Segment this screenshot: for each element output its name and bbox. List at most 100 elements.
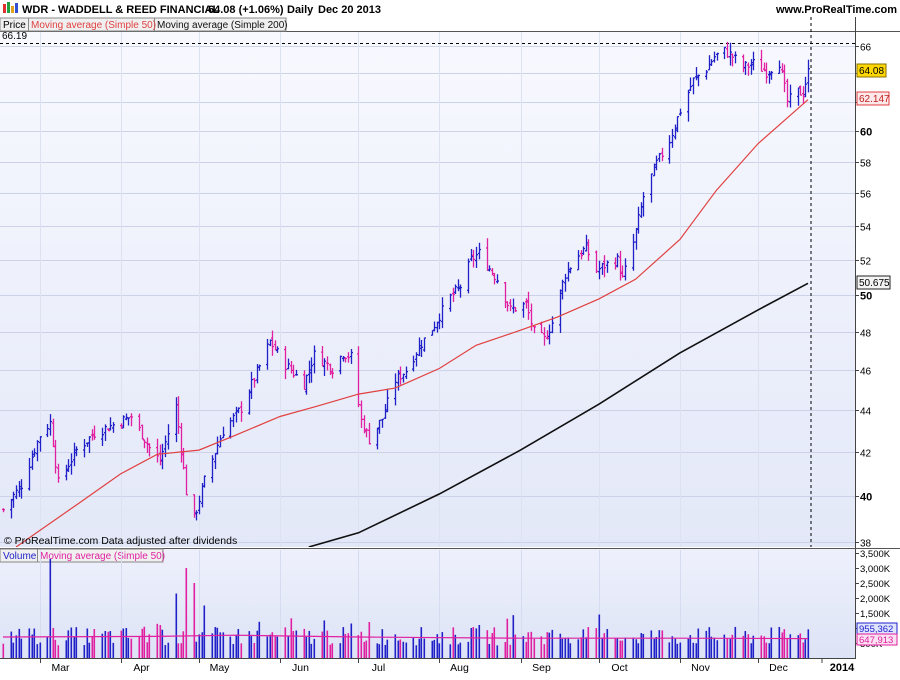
volume-bar: [405, 642, 408, 658]
volume-bar: [525, 641, 528, 658]
volume-bar: [449, 644, 452, 658]
ohlc-bar: [750, 59, 753, 75]
ohlc-bar: [459, 284, 462, 298]
legend-price[interactable]: Price: [3, 20, 26, 31]
ohlc-bar: [250, 371, 253, 399]
ma200-badge: 50.675: [856, 275, 891, 290]
volume-bar: [10, 631, 13, 658]
volume-bar: [601, 637, 604, 658]
volume-tick-label: 3,500K: [860, 549, 891, 560]
volume-bar: [522, 636, 525, 658]
ohlc-bar: [65, 464, 68, 481]
volume-bar: [692, 642, 695, 658]
ohlc-bar: [326, 356, 329, 371]
volume-bar: [603, 633, 606, 658]
volume-bar: [679, 642, 682, 658]
volume-bar: [457, 644, 460, 658]
ohlc-bar: [621, 265, 624, 278]
ohlc-bar: [695, 67, 698, 81]
price-tick-label: 48: [860, 329, 872, 340]
volume-tick-label: 1,500K: [860, 609, 891, 620]
volume-bar: [148, 634, 151, 658]
volume-bar: [744, 631, 747, 658]
volume-bar: [653, 638, 656, 658]
ohlc-bar: [587, 239, 590, 261]
legend-ma50[interactable]: Moving average (Simple 50): [31, 20, 156, 31]
ohlc-bar: [781, 63, 784, 73]
ohlc-bar: [292, 364, 295, 378]
ohlc-bar: [632, 233, 635, 271]
ohlc-bar: [457, 279, 460, 292]
volume-bar: [310, 643, 313, 658]
ohlc-bar: [269, 339, 272, 347]
volume-bar: [668, 642, 671, 658]
site-link[interactable]: www.ProRealTime.com: [775, 4, 897, 16]
time-tick-label: Nov: [691, 662, 710, 674]
legend-volume-ma50[interactable]: Moving average (Simple 50): [40, 551, 165, 562]
ohlc-bar: [376, 427, 379, 450]
volume-bar: [606, 629, 609, 658]
ohlc-bar: [423, 337, 426, 352]
legend-ma200[interactable]: Moving average (Simple 200): [157, 20, 288, 31]
volume-bar: [381, 629, 384, 658]
ohlc-bar: [329, 363, 332, 375]
ohlc-bar: [470, 249, 473, 262]
ohlc-bar: [12, 491, 15, 508]
ohlc-bar: [266, 338, 269, 370]
volume-ma-badge: 647,913: [856, 633, 898, 646]
ohlc-bar: [20, 479, 23, 499]
volume-bar: [420, 627, 423, 658]
ohlc-bar: [710, 59, 713, 66]
volume-bar: [342, 627, 345, 658]
ohlc-bar: [378, 419, 381, 434]
volume-bar: [496, 645, 499, 658]
volume-bar: [211, 633, 214, 658]
ohlc-bar: [127, 417, 130, 426]
ohlc-bar: [350, 349, 353, 364]
ohlc-bar: [313, 345, 316, 374]
volume-bar: [616, 638, 619, 658]
volume-bar: [778, 626, 781, 658]
volume-bar: [167, 642, 170, 658]
volume-bar: [368, 622, 371, 658]
volume-bar: [533, 639, 536, 658]
volume-bar: [195, 641, 198, 658]
volume-bar: [329, 644, 332, 658]
volume-bar: [326, 630, 329, 658]
last-quote: 64.08 (+1.06%): [208, 4, 284, 16]
ohlc-bar: [418, 337, 421, 357]
volume-tick-label: 2,500K: [860, 579, 891, 590]
volume-bar: [73, 636, 76, 658]
ohlc-bar: [624, 258, 627, 281]
volume-bar: [83, 645, 86, 658]
volume-bar: [614, 637, 617, 658]
volume-bar: [112, 642, 115, 658]
ohlc-bar: [671, 128, 674, 148]
ohlc-bar: [726, 41, 729, 58]
ohlc-bar: [237, 407, 240, 414]
volume-bar: [412, 637, 415, 658]
ohlc-bar: [122, 415, 125, 429]
volume-bar: [384, 644, 387, 658]
ma50-badge: 62.147: [856, 91, 890, 106]
volume-bar: [472, 627, 475, 658]
ohlc-bar: [120, 423, 123, 429]
volume-bar: [36, 644, 39, 658]
legend-volume[interactable]: Volume: [3, 551, 37, 562]
volume-bar: [580, 637, 583, 658]
volume-bar: [438, 643, 441, 658]
volume-bar: [752, 635, 755, 658]
volume-bar: [347, 633, 350, 658]
ohlc-bar: [360, 400, 363, 428]
ohlc-bar: [308, 360, 311, 384]
volume-bar: [360, 631, 363, 658]
ohlc-bar: [331, 368, 334, 379]
volume-bar: [232, 643, 235, 658]
volume-bar: [138, 636, 141, 658]
ohlc-bar: [747, 62, 750, 76]
ohlc-bar: [323, 358, 326, 376]
price-tick-label: 60: [860, 127, 872, 139]
volume-bar: [258, 621, 261, 658]
ohlc-bar: [88, 436, 91, 454]
volume-bar: [386, 639, 389, 658]
